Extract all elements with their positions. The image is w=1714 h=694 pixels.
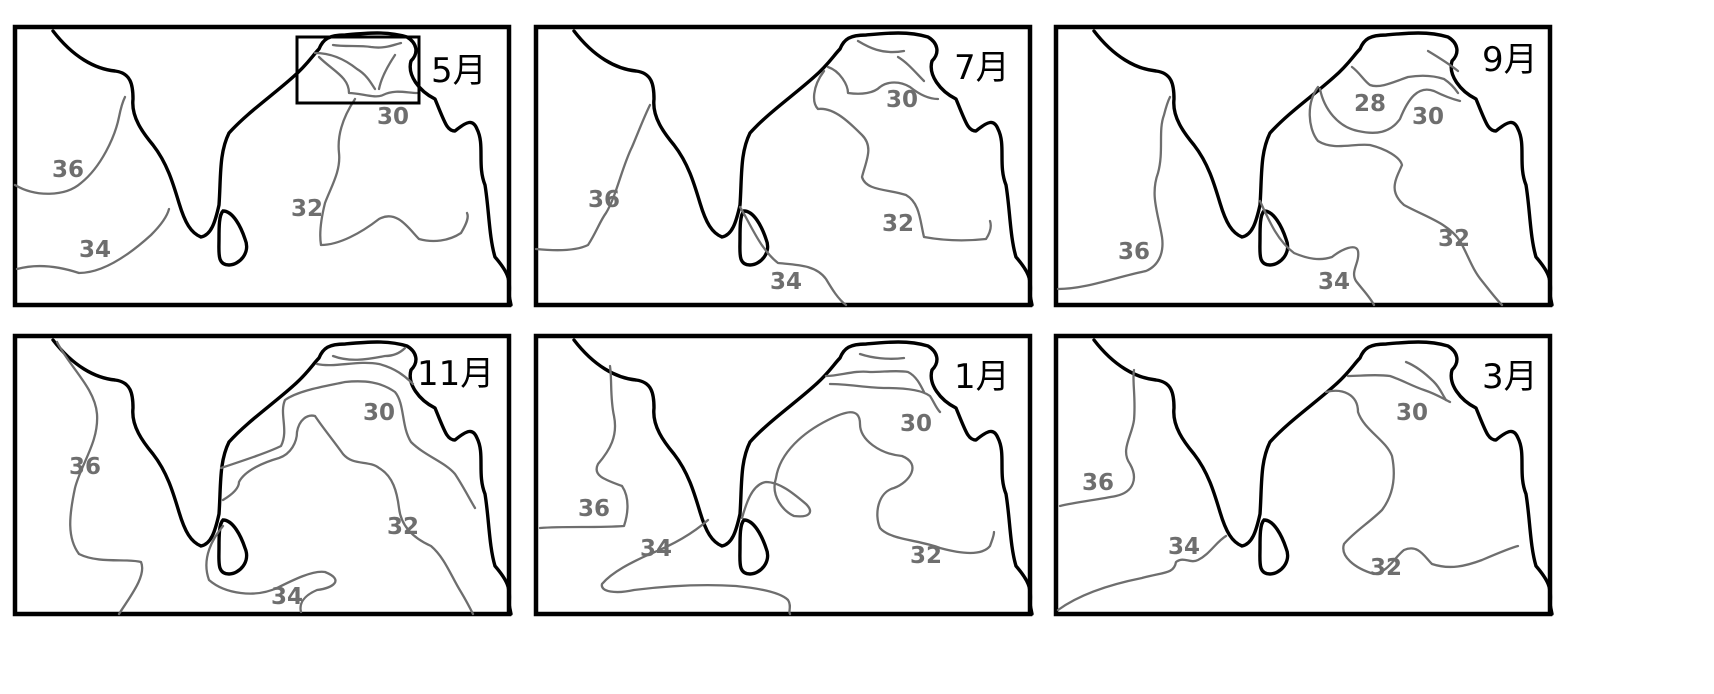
isoline-label-34: 34 <box>271 584 303 610</box>
isoline-28 <box>1350 65 1460 95</box>
isoline-30c <box>331 41 403 49</box>
isoline-label-28: 28 <box>1354 91 1386 117</box>
isoline-label-36: 36 <box>1082 470 1114 496</box>
month-label: 5月 <box>431 51 487 91</box>
isoline-30d <box>377 53 397 91</box>
isoline-30b <box>1404 360 1448 402</box>
panel-frame <box>12 333 512 617</box>
panel-frame <box>533 24 1033 308</box>
isoline-30c <box>896 55 926 83</box>
isoline-label-32: 32 <box>291 196 323 222</box>
isoline-label-36: 36 <box>69 454 101 480</box>
map-panel-july: 36 34 32 30 7月 <box>533 24 1034 308</box>
isoline-label-34: 34 <box>640 536 672 562</box>
panel-frame <box>1053 24 1553 308</box>
panel-frame <box>1053 333 1553 617</box>
isoline-label-32: 32 <box>387 514 419 540</box>
map-panel-january: 36 34 32 30 1月 <box>533 333 1034 617</box>
isoline-32 <box>1324 389 1520 576</box>
isoline-30 <box>828 382 942 414</box>
isoline-30 <box>1318 87 1462 134</box>
isoline-34 <box>205 524 337 614</box>
isoline-label-32: 32 <box>910 543 942 569</box>
isoline-30 <box>317 55 419 98</box>
isoline-label-36: 36 <box>52 157 84 183</box>
isoline-label-36: 36 <box>1118 239 1150 265</box>
isoline-34 <box>1258 199 1376 307</box>
isoline-36 <box>1056 95 1172 291</box>
isoline-30 <box>1346 373 1452 404</box>
isoline-36 <box>55 340 144 616</box>
isoline-label-30: 30 <box>1396 400 1428 426</box>
isoline-36 <box>538 364 629 530</box>
isoline-30c <box>858 352 906 360</box>
isoline-30 <box>826 65 940 101</box>
isoline-label-30: 30 <box>363 400 395 426</box>
isoline-36 <box>1058 368 1136 508</box>
isoline-label-34: 34 <box>770 269 802 295</box>
isoline-label-32: 32 <box>882 211 914 237</box>
isoline-32 <box>1308 85 1504 307</box>
inset-box <box>295 35 421 105</box>
isoline-label-34: 34 <box>1168 534 1200 560</box>
isoline-32 <box>812 69 992 242</box>
isoline-34 <box>1056 534 1228 612</box>
isoline-34 <box>738 205 848 307</box>
isoline-label-32: 32 <box>1370 555 1402 581</box>
isoline-label-34: 34 <box>79 237 111 263</box>
isoline-32 <box>740 411 996 555</box>
isoline-label-36: 36 <box>588 187 620 213</box>
isoline-28b <box>1426 49 1460 73</box>
isoline-label-30: 30 <box>1412 104 1444 130</box>
map-panel-may: 36 34 32 30 5月 <box>12 24 513 308</box>
month-label: 11月 <box>417 354 494 394</box>
isoline-30b <box>315 361 415 386</box>
panel-frame <box>533 333 1033 617</box>
isoline-36 <box>13 95 127 195</box>
isoline-label-32: 32 <box>1438 226 1470 252</box>
isoline-label-30: 30 <box>886 87 918 113</box>
isoline-label-36: 36 <box>578 496 610 522</box>
isoline-32 <box>221 414 475 616</box>
month-label: 1月 <box>954 357 1010 397</box>
isoline-36 <box>534 103 652 252</box>
map-panel-september: 36 34 32 30 28 9月 <box>1053 24 1554 308</box>
isoline-34 <box>600 518 792 616</box>
isoline-30b <box>856 39 906 54</box>
isoline-30b <box>824 369 926 394</box>
month-label: 9月 <box>1482 40 1538 80</box>
isoline-32 <box>319 97 469 247</box>
isoline-label-30: 30 <box>900 411 932 437</box>
map-panel-march: 36 34 32 30 3月 <box>1053 333 1554 617</box>
map-panel-november: 36 34 32 30 11月 <box>12 333 513 617</box>
isoline-30 <box>219 380 477 510</box>
isoline-30c <box>331 346 407 361</box>
isoline-label-34: 34 <box>1318 269 1350 295</box>
isoline-label-30: 30 <box>377 104 409 130</box>
month-label: 7月 <box>954 48 1010 88</box>
isoline-30b <box>313 51 377 91</box>
month-label: 3月 <box>1482 357 1538 397</box>
isoline-34 <box>15 207 171 275</box>
